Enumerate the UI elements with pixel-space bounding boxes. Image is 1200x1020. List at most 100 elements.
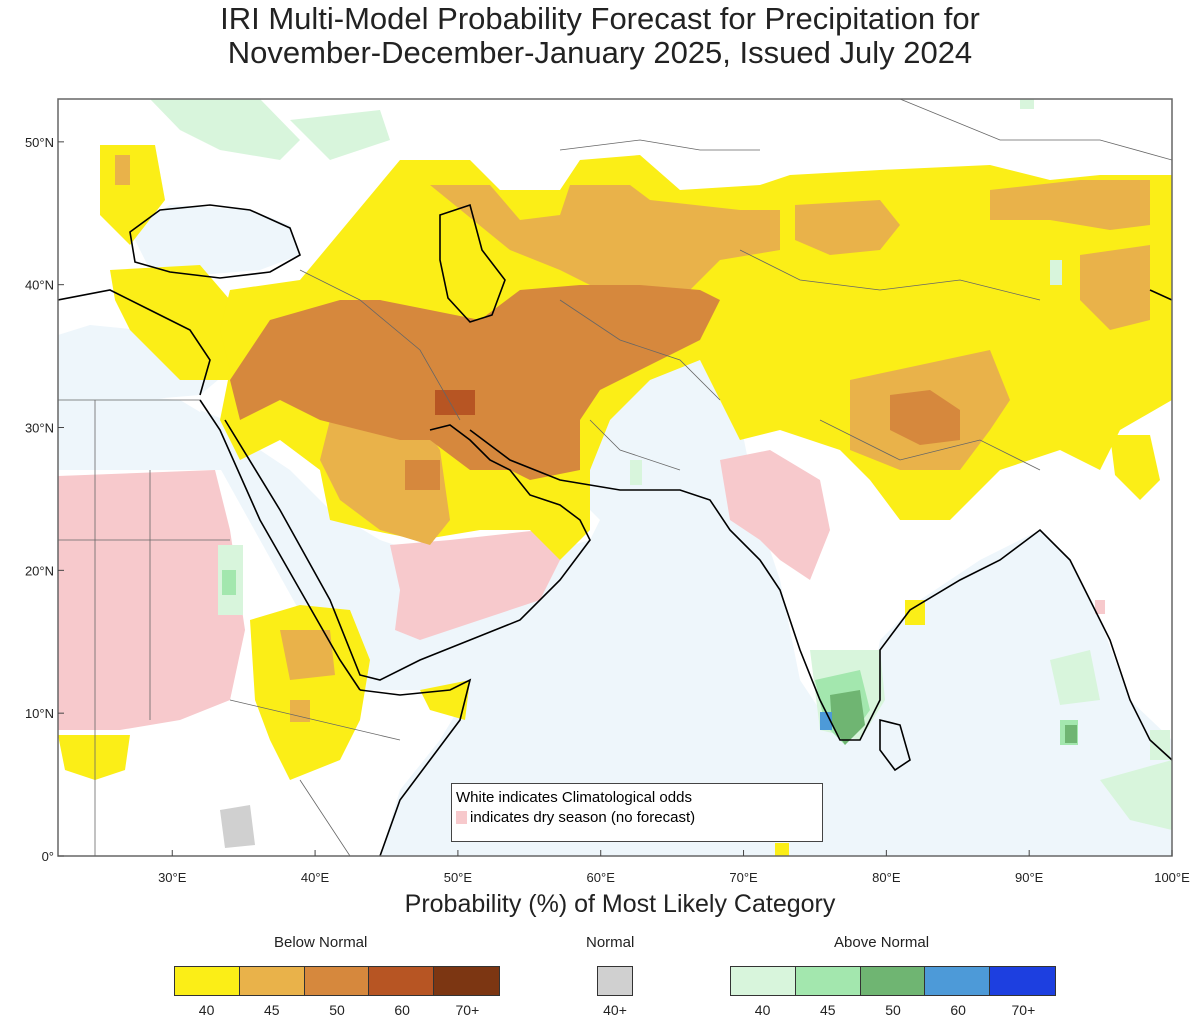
above40-mekong [1150, 730, 1170, 760]
coast-korea [1149, 289, 1172, 301]
above40-top-right [1020, 99, 1034, 109]
above-colorbar-label: 60 [950, 1002, 966, 1018]
above40-sumatra [1100, 760, 1172, 830]
coast-somalia [359, 678, 472, 856]
above40-indochina [1050, 650, 1100, 705]
below45-north-china [990, 180, 1150, 230]
above40-tibet [1050, 260, 1062, 285]
colorbar-title-above: Above Normal [834, 934, 930, 951]
below40-somalia [420, 680, 470, 720]
above-colorbar-label: 50 [885, 1002, 901, 1018]
above50-india-tip [830, 690, 865, 745]
coast-black-sea [129, 204, 301, 279]
lon-tick-label: 80°E [872, 870, 901, 885]
normal-kenya [220, 805, 255, 848]
above-colorbar-cell [990, 967, 1055, 995]
colorbar-title-normal: Normal [586, 934, 635, 951]
map-field [58, 99, 1172, 856]
below40-coast [775, 843, 789, 856]
below50-tibet-core [890, 390, 960, 445]
lat-tick-label: 40°N [25, 278, 54, 293]
below40-horn-south [58, 735, 130, 780]
below40-ethiopia [250, 605, 370, 780]
below-colorbar-cell [239, 967, 305, 995]
normal-colorbar-cell [598, 967, 632, 995]
black-sea [130, 205, 300, 275]
below-colorbar-label: 40 [198, 1002, 215, 1018]
colorbar-below-normal [174, 966, 500, 996]
above40-north-2 [290, 110, 390, 160]
lat-tick-label: 50°N [25, 135, 54, 150]
above-colorbar-label: 70+ [1011, 1002, 1036, 1018]
border-line-1 [58, 399, 401, 856]
coast-caspian [439, 203, 506, 323]
lon-tick-label: 90°E [1015, 870, 1044, 885]
coast-med-levant [58, 289, 211, 396]
below45-east-china [1080, 245, 1150, 330]
dry-season-swatch [456, 811, 467, 824]
title-line-1: IRI Multi-Model Probability Forecast for… [220, 1, 980, 36]
below-colorbar-label: 60 [394, 1002, 410, 1018]
map-title: IRI Multi-Model Probability Forecast for… [0, 2, 1200, 70]
above50-indochina [1065, 725, 1077, 743]
below40-anatolia [110, 265, 250, 380]
below-colorbar-cell [175, 967, 240, 995]
normal-colorbar-label: 40+ [603, 1002, 627, 1018]
below50-iraq-spot [405, 460, 440, 490]
lon-tick-label: 30°E [158, 870, 187, 885]
below40-bay [905, 600, 925, 625]
note-dry-season-text: indicates dry season (no forecast) [470, 809, 696, 826]
below-colorbar-label: 70+ [455, 1002, 480, 1018]
country-borders [58, 99, 1172, 856]
below45-turkey-spot [115, 155, 130, 185]
above40-pakistan [630, 460, 642, 485]
lon-tick-label: 40°E [301, 870, 330, 885]
normal-areas [220, 805, 255, 848]
below45-caspian-area [430, 185, 780, 300]
border-line-3 [559, 99, 1172, 161]
lon-tick-label: 70°E [729, 870, 758, 885]
below45-iraq-iran [320, 420, 450, 545]
lon-tick-label: 60°E [587, 870, 616, 885]
lat-tick-label: 20°N [25, 563, 54, 578]
above-colorbar-cell [731, 967, 796, 995]
dry-arabia [390, 530, 560, 640]
note-dry-season: indicates dry season (no forecast) [456, 808, 822, 828]
below-colorbar-label: 45 [264, 1002, 280, 1018]
colorbar-normal [597, 966, 633, 996]
note-white-climatology: White indicates Climatological odds [456, 789, 692, 806]
above-colorbar-label: 45 [820, 1002, 836, 1018]
below45-ethiopia [280, 630, 335, 680]
coast-iran-pakistan [469, 429, 1172, 761]
below45-mongolia [795, 200, 900, 255]
below50-iran-afghan [230, 285, 720, 480]
dry-india [720, 450, 830, 580]
title-line-2: November-December-January 2025, Issued J… [227, 35, 973, 70]
below45-horn-spot [290, 700, 310, 722]
coast-red-sea-west [199, 399, 361, 691]
dry-malay [1095, 600, 1105, 614]
coast-sri-lanka [879, 718, 911, 772]
legend-note-box: White indicates Climatological odds indi… [451, 783, 823, 842]
axis-ticks: 50°N 40°N 30°N 20°N 10°N 0° 30°E 40°E 50°E 60°E 70… [25, 135, 1190, 885]
below-50-areas [230, 285, 960, 490]
below-colorbar-cell [434, 967, 499, 995]
colorbar-above-normal [730, 966, 1056, 996]
mediterranean-sea [58, 325, 230, 400]
map-frame [57, 98, 1173, 857]
above40-north [150, 99, 300, 160]
above-colorbar-cell [795, 967, 861, 995]
above45-arabia [222, 570, 236, 595]
below-colorbar-cell [304, 967, 370, 995]
lat-tick-label: 0° [42, 849, 54, 864]
lat-tick-label: 30°N [25, 421, 54, 436]
x-axis-title: Probability (%) of Most Likely Category [404, 890, 836, 918]
below-colorbar-label: 50 [329, 1002, 345, 1018]
above-50-areas [830, 690, 1077, 745]
lon-tick-label: 100°E [1154, 870, 1190, 885]
coastlines [58, 203, 1172, 856]
lat-tick-label: 10°N [25, 706, 54, 721]
border-line-2 [299, 249, 1041, 471]
below40-burma [1110, 435, 1160, 500]
